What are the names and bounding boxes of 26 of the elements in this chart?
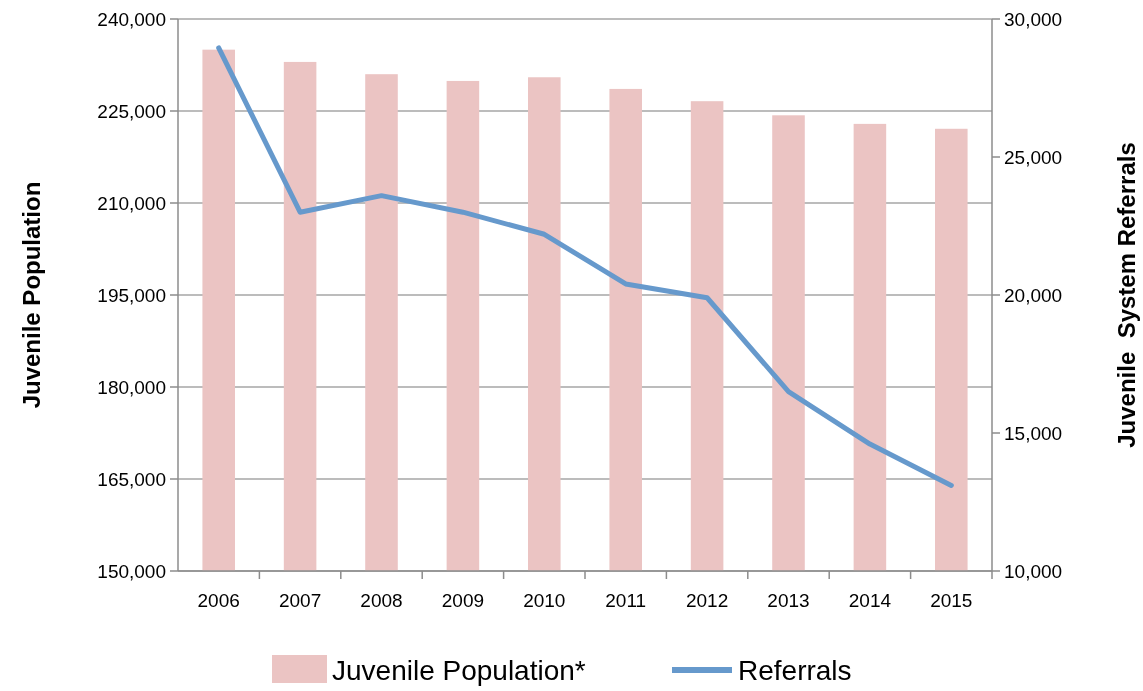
y-tick-label: 225,000 (97, 100, 166, 122)
y-tick-label: 165,000 (97, 468, 166, 490)
y-tick-label: 210,000 (97, 192, 166, 214)
x-tick-label: 2009 (441, 590, 485, 611)
y-tick-label: 240,000 (97, 8, 166, 30)
y2-axis-title: Juvenile System Referrals (1113, 142, 1140, 448)
y-axis-title: Juvenile Population (18, 181, 45, 409)
y2-tick-label: 10,000 (1004, 560, 1063, 582)
legend-label: Juvenile Population* (332, 654, 586, 686)
y2-tick-label: 20,000 (1004, 284, 1063, 306)
y-tick-label: 195,000 (97, 284, 166, 306)
y2-tick-label: 15,000 (1004, 422, 1063, 444)
x-tick-label: 2010 (523, 590, 566, 611)
x-tick-label: 2011 (605, 590, 647, 611)
x-tick-label: 2012 (685, 590, 729, 611)
y2-tick-label: 25,000 (1004, 146, 1063, 168)
x-tick-label: 2014 (848, 590, 892, 611)
x-tick-label: 2007 (278, 590, 322, 611)
x-tick-label: 2013 (767, 590, 810, 611)
x-tick-label: 2006 (197, 590, 240, 611)
y2-tick-label: 30,000 (1004, 8, 1063, 30)
y-tick-label: 180,000 (97, 376, 166, 398)
legend-label: Referrals (738, 654, 852, 686)
y-tick-label: 150,000 (97, 560, 166, 582)
x-tick-label: 2008 (360, 590, 403, 611)
x-tick-label: 2015 (930, 590, 973, 611)
